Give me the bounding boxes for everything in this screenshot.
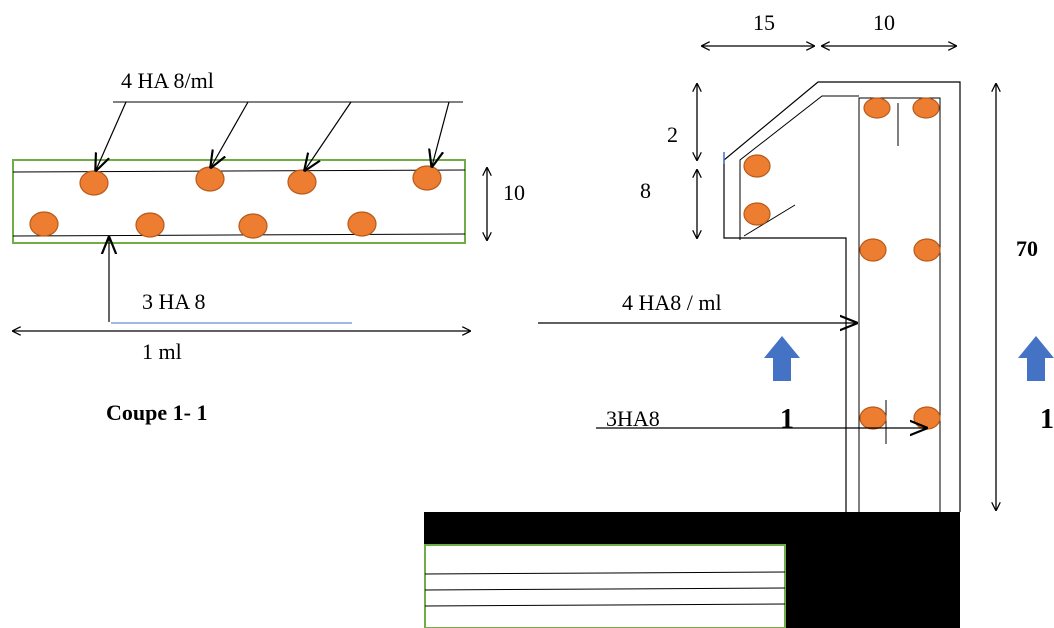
dist-bars-label: 3HA8 [606, 406, 660, 431]
rebar-circle [238, 213, 268, 239]
section-1-1: 4 HA 8/ml 3 HA 8 10 1 ml Coupe 1- 1 [12, 68, 525, 425]
rebar-circle [863, 97, 891, 119]
rebar-circle [347, 211, 377, 237]
rebar-circle [135, 212, 165, 238]
main-bars-label: 4 HA8 / ml [622, 290, 722, 315]
hook-line [743, 204, 796, 237]
leader-arrow [211, 101, 249, 167]
slab-line [424, 603, 786, 607]
dim-left-lower-label: 8 [640, 178, 651, 203]
concrete-outline [723, 81, 961, 512]
height-label: 10 [503, 180, 525, 205]
rebar-circle [743, 154, 771, 178]
rebar-cap-line [739, 95, 859, 240]
rebar-circle [859, 238, 887, 262]
rebar-circle [195, 166, 225, 192]
bottom-bars-label: 3 HA 8 [142, 289, 206, 314]
rebar-circle [859, 406, 887, 430]
rebar-circle [29, 211, 59, 237]
rebar-circle [79, 170, 109, 196]
dim-left-upper-label: 2 [667, 122, 678, 147]
leader-arrow [305, 101, 352, 170]
rebar-circle [913, 406, 941, 430]
leader-arrow [432, 101, 450, 166]
acrotere-elevation: 15 10 2 8 70 4 HA8 / ml 3HA8 1 1 [424, 10, 1054, 628]
dim-height-label: 70 [1016, 236, 1038, 261]
cut-label-left: 1 [780, 404, 794, 435]
rebar-circle [913, 238, 941, 262]
width-label: 1 ml [142, 339, 182, 364]
top-rebar-line [12, 169, 466, 173]
dim-top-left-label: 15 [753, 10, 775, 35]
bottom-rebar-line [12, 233, 466, 237]
rebar-circle [412, 165, 442, 191]
section-caption: Coupe 1- 1 [106, 400, 207, 425]
top-bars-label: 4 HA 8/ml [121, 68, 214, 93]
dim-top-right-label: 10 [873, 10, 895, 35]
rebar-circle [287, 169, 317, 195]
slab-line [424, 587, 786, 591]
slab-line [424, 571, 786, 575]
cut-arrow-up-icon [1018, 336, 1054, 381]
section-outline [12, 159, 466, 244]
rebar-circle [912, 97, 940, 119]
rebar-circle [743, 202, 771, 226]
slab-detail-box [424, 544, 786, 628]
rebar-outline [858, 97, 941, 512]
leader-arrow [96, 101, 127, 170]
cut-label-right: 1 [1040, 404, 1054, 435]
cut-arrow-up-icon [764, 336, 800, 381]
